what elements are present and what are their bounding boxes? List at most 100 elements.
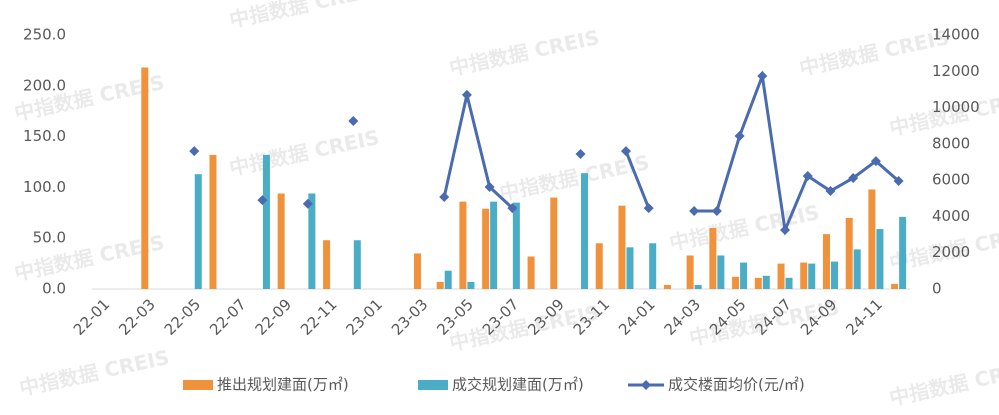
watermark: 中指数据 CREIS [887,355,999,410]
line-marker [848,172,859,183]
y2-tick-label: 2000 [932,243,970,261]
line-marker [575,149,586,160]
bar [830,261,838,289]
legend-label: 成交规划建面(万㎡) [452,376,584,394]
legend-swatch [641,380,651,390]
line-marker [734,131,745,142]
y-tick-label: 0.0 [42,280,66,298]
line-marker [780,225,791,236]
legend-swatch [418,380,448,390]
y-tick-label: 100.0 [23,178,66,196]
line-marker [189,146,200,157]
bar [459,201,467,289]
y2-tick-label: 6000 [932,171,970,189]
legend-label: 成交楼面均价(元/㎡) [668,376,805,394]
bar [709,228,717,289]
y2-tick-label: 8000 [932,134,970,152]
bar [754,277,762,289]
y2-tick-label: 14000 [932,26,980,44]
line [442,70,900,236]
bar [308,193,316,289]
bar [649,243,657,289]
bar [876,229,884,289]
line-marker [507,203,518,214]
bar [209,154,217,289]
x-tick-label: 24-01 [615,295,659,339]
line-marker [643,203,654,214]
y-tick-label: 200.0 [23,76,66,94]
line-marker [439,192,450,203]
watermark: 中指数据 CREIS [17,345,171,400]
bar [762,275,770,289]
bar [891,283,899,289]
line-marker [484,182,495,193]
y2-tick-label: 0 [932,280,942,298]
x-tick-label: 22-03 [115,295,159,339]
bar [853,249,861,289]
bar [785,277,793,289]
line-marker [257,195,268,206]
bar [663,284,671,289]
bar [899,216,907,289]
watermark: 中指数据 CREIS [227,0,381,32]
watermark: 中指数据 CREIS [667,200,821,255]
watermark: 中指数据 CREIS [797,25,951,80]
bar [436,281,444,289]
bar [740,262,748,289]
y-tick-label: 250.0 [23,26,66,44]
x-tick-label: 22-07 [206,295,250,339]
bar [194,174,202,289]
bar [353,240,361,289]
bar [800,262,808,289]
bar [717,255,725,289]
bar [550,197,558,289]
bar [732,276,740,289]
bar [686,255,694,289]
line-marker [461,89,472,100]
line-marker [302,198,313,209]
bar [444,270,452,289]
bar [581,173,589,289]
bar [527,256,535,289]
y2-tick-label: 4000 [932,207,970,225]
line-marker [689,205,700,216]
bar [868,189,876,289]
bar [141,67,149,290]
bar [490,201,498,289]
y2-tick-label: 10000 [932,98,980,116]
bar [467,281,475,289]
line-marker [870,156,881,167]
bar [808,263,816,289]
x-tick-label: 23-03 [388,295,432,339]
bar [626,247,634,289]
line-marker [825,186,836,197]
line-marker [893,176,904,187]
bar [694,284,702,289]
y-tick-label: 50.0 [33,229,66,247]
line-marker [802,170,813,181]
bar [595,243,603,289]
legend-swatch [183,380,213,390]
x-tick-label: 22-01 [70,295,114,339]
line-marker [620,146,631,157]
y2-tick-label: 12000 [932,62,980,80]
bar [512,202,520,289]
bar [618,205,626,289]
legend-label: 推出规划建面(万㎡) [217,376,349,394]
x-tick-label: 22-05 [161,295,205,339]
bar [413,253,421,289]
bar [262,154,270,289]
bar [777,263,785,289]
watermark: 中指数据 CREIS [227,125,381,180]
x-tick-label: 22-09 [252,295,296,339]
bar [845,217,853,289]
x-tick-label: 22-11 [297,295,341,339]
bar [277,193,285,289]
watermark: 中指数据 CREIS [447,25,601,80]
line-marker [757,71,768,82]
y-tick-label: 150.0 [23,127,66,145]
line-marker [711,205,722,216]
x-tick-label: 24-11 [842,295,886,339]
x-tick-label: 23-01 [342,295,386,339]
